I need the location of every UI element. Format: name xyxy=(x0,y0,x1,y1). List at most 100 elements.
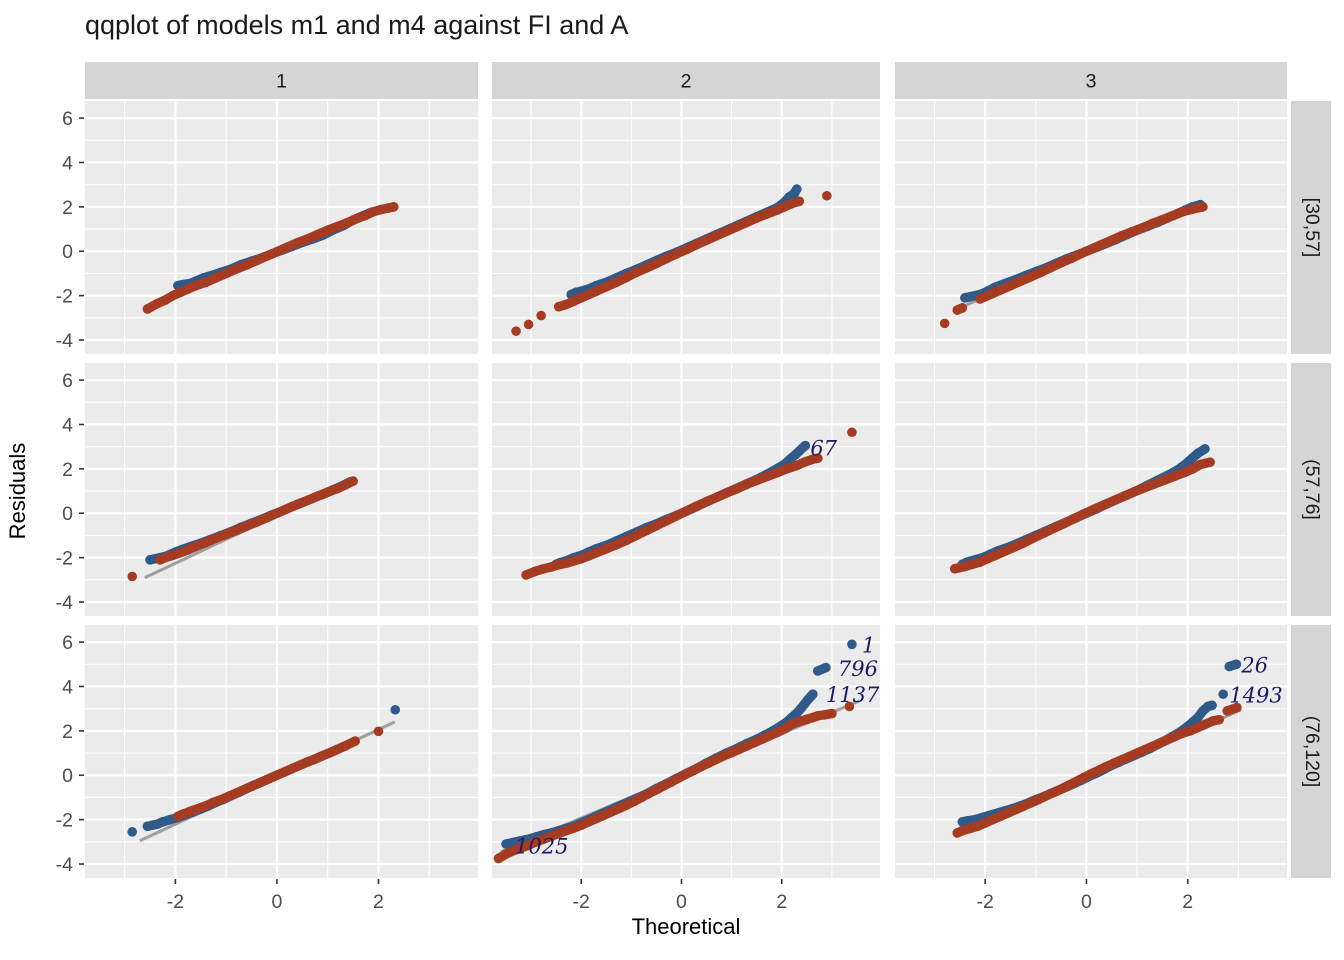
series-m4-point xyxy=(794,196,805,207)
series-m4-point xyxy=(216,794,226,805)
series-m4-point xyxy=(1139,744,1150,755)
series-m4-point xyxy=(1187,204,1198,214)
series-m4-point xyxy=(681,769,692,779)
series-m4-point xyxy=(1066,253,1077,264)
series-m4-point xyxy=(568,823,579,833)
series-m4-point xyxy=(1025,271,1036,282)
series-m4-point xyxy=(734,744,744,755)
series-m4-point xyxy=(201,801,211,811)
series-m4-point xyxy=(576,553,587,564)
series-m4-point xyxy=(701,496,712,507)
series-m1-point xyxy=(1207,700,1217,711)
series-m4-point xyxy=(631,267,642,278)
series-m4-point xyxy=(987,814,998,825)
series-m4-point xyxy=(960,561,970,572)
series-m4-point xyxy=(691,239,702,250)
series-m4-point xyxy=(576,293,587,303)
facet-col-strip-label: 3 xyxy=(1086,71,1097,93)
series-m4-point xyxy=(779,724,790,734)
series-m1-point xyxy=(516,835,526,846)
series-m4-point xyxy=(1005,280,1016,291)
series-m4-point xyxy=(629,796,639,807)
series-m4-point xyxy=(493,853,504,864)
series-m4-point xyxy=(322,487,333,497)
series-m4-point xyxy=(1139,482,1150,493)
y-tick-label: 0 xyxy=(62,503,73,525)
series-m4-point xyxy=(791,460,802,471)
facet-panel-1-0 xyxy=(85,363,478,616)
point-label: 796 xyxy=(838,657,878,681)
series-m4-point xyxy=(819,710,830,720)
series-m4-point xyxy=(689,765,699,776)
series-m4-point xyxy=(995,285,1006,295)
series-m4-point xyxy=(681,506,692,516)
series-m4-point xyxy=(561,558,571,568)
facet-panel-2-2: 26 1493 xyxy=(895,625,1287,878)
x-tick-label: -2 xyxy=(167,891,184,913)
panel-background xyxy=(895,363,1287,616)
series-m4-point xyxy=(982,553,993,564)
series-m1-point xyxy=(390,704,401,715)
series-m4-point xyxy=(644,788,654,799)
y-tick-label: -4 xyxy=(56,854,73,876)
facet-row-strip-label: (57,76] xyxy=(1301,459,1323,520)
y-tick-label: 4 xyxy=(62,676,73,698)
series-m4-point xyxy=(190,541,201,552)
series-m4-point xyxy=(719,750,729,761)
series-m4-point xyxy=(641,525,652,536)
series-m4-point xyxy=(987,288,998,299)
facet-row-strip-label: [30,57] xyxy=(1301,198,1323,258)
series-m4-point xyxy=(756,734,767,745)
series-m4-point xyxy=(731,222,742,232)
series-m4-point xyxy=(511,326,521,336)
series-m4-point xyxy=(246,781,257,792)
series-m4-point xyxy=(208,797,219,808)
series-m4-point xyxy=(1185,726,1196,736)
series-m4-point xyxy=(568,556,579,566)
series-m4-point xyxy=(771,205,782,215)
series-m4-point xyxy=(598,810,609,820)
series-m4-point xyxy=(591,813,602,824)
series-m1-point xyxy=(965,291,975,302)
series-m4-point xyxy=(322,748,333,759)
series-m4-point xyxy=(175,547,186,558)
x-tick-label: 2 xyxy=(1182,891,1193,913)
series-m4-point xyxy=(300,758,310,768)
series-m4-point xyxy=(995,811,1006,822)
series-m4-point xyxy=(282,504,292,514)
series-m4-point xyxy=(152,298,163,309)
facet-col-strip xyxy=(895,62,1287,99)
series-m4-point xyxy=(1187,464,1198,474)
series-m4-point xyxy=(1117,230,1127,241)
series-m4-point xyxy=(1200,719,1211,730)
series-m4-point xyxy=(681,244,692,255)
series-m4-point xyxy=(501,849,511,859)
series-m4-point xyxy=(972,821,983,832)
series-m4-point xyxy=(1063,780,1074,791)
series-m4-point xyxy=(1033,794,1044,805)
series-m1-point xyxy=(1231,659,1242,670)
series-m4-point xyxy=(1124,751,1135,762)
series-m4-point xyxy=(591,547,602,558)
series-m4-point xyxy=(516,843,526,853)
series-m4-point xyxy=(614,803,624,814)
series-m4-point xyxy=(1079,772,1089,783)
series-m4-point xyxy=(211,533,221,543)
series-m4 xyxy=(494,702,855,864)
series-m4-point xyxy=(1008,542,1018,553)
series-m4-point xyxy=(546,831,556,842)
point-label: 1137 xyxy=(826,683,880,707)
series-m4-point xyxy=(523,840,534,850)
facet-col-strip-label: 1 xyxy=(276,71,287,93)
series-m4-point xyxy=(1109,758,1120,768)
series-m4-point xyxy=(827,708,837,719)
series-m4-point xyxy=(338,742,348,752)
series-m4-point xyxy=(231,264,242,274)
series-m4-point xyxy=(711,230,722,241)
series-m4-point xyxy=(360,210,371,221)
series-m4-point xyxy=(1198,202,1208,212)
facet-panel-0-2 xyxy=(895,101,1287,354)
y-tick-label: -4 xyxy=(56,592,73,614)
series-m4-point xyxy=(799,457,810,468)
series-m4-point xyxy=(1167,210,1178,221)
